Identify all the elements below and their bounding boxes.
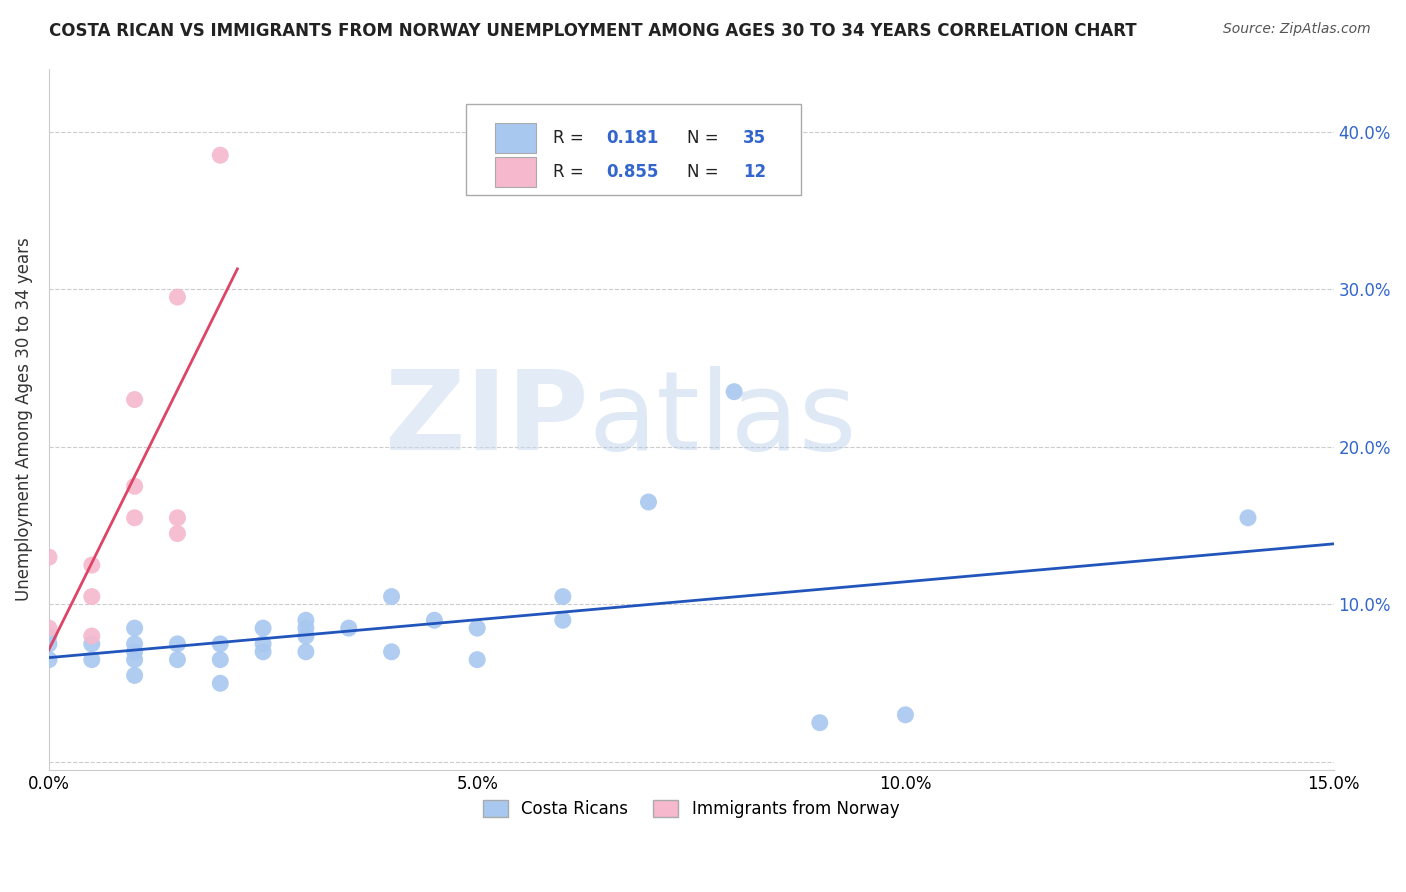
Point (295, 645, 318, 659)
Point (124, 653, 146, 667)
Text: Source: ZipAtlas.com: Source: ZipAtlas.com (1223, 22, 1371, 37)
Point (252, 637, 274, 651)
Text: 0.855: 0.855 (606, 162, 659, 181)
Point (209, 637, 232, 651)
Point (80, 637, 103, 651)
Point (166, 526, 188, 541)
Point (209, 148, 232, 162)
Text: R =: R = (553, 128, 589, 147)
Point (465, 621, 488, 635)
Legend: Costa Ricans, Immigrants from Norway: Costa Ricans, Immigrants from Norway (477, 793, 905, 825)
Point (252, 621, 274, 635)
FancyBboxPatch shape (495, 157, 536, 186)
Point (38, 621, 60, 635)
Point (465, 653, 488, 667)
Point (637, 495, 659, 509)
Point (80, 590, 103, 604)
Point (166, 653, 188, 667)
Point (80, 653, 103, 667)
Point (124, 392, 146, 407)
Point (124, 668, 146, 682)
Point (124, 637, 146, 651)
Point (423, 613, 446, 627)
Point (124, 510, 146, 524)
Point (80, 558, 103, 572)
Text: 12: 12 (742, 162, 766, 181)
FancyBboxPatch shape (467, 103, 800, 194)
Point (38, 653, 60, 667)
Point (38, 550, 60, 565)
Point (551, 613, 574, 627)
Point (252, 645, 274, 659)
Point (124, 621, 146, 635)
Text: R =: R = (553, 162, 589, 181)
Point (1237, 510, 1260, 524)
Point (723, 384, 745, 399)
Point (295, 613, 318, 627)
Text: N =: N = (688, 162, 724, 181)
Point (209, 676, 232, 690)
Text: 35: 35 (742, 128, 766, 147)
Point (551, 590, 574, 604)
Point (808, 715, 831, 730)
Point (380, 590, 402, 604)
Point (295, 629, 318, 643)
Point (166, 510, 188, 524)
Point (209, 653, 232, 667)
Point (337, 621, 360, 635)
Point (295, 621, 318, 635)
Point (894, 707, 917, 722)
Point (166, 290, 188, 304)
Text: 0.181: 0.181 (606, 128, 659, 147)
Y-axis label: Unemployment Among Ages 30 to 34 years: Unemployment Among Ages 30 to 34 years (15, 237, 32, 601)
Point (380, 645, 402, 659)
Text: atlas: atlas (589, 366, 858, 473)
FancyBboxPatch shape (495, 123, 536, 153)
Point (124, 479, 146, 493)
Point (80, 629, 103, 643)
Text: N =: N = (688, 128, 724, 147)
Text: ZIP: ZIP (385, 366, 589, 473)
Point (166, 637, 188, 651)
Point (124, 645, 146, 659)
Point (38, 637, 60, 651)
Point (38, 629, 60, 643)
Text: COSTA RICAN VS IMMIGRANTS FROM NORWAY UNEMPLOYMENT AMONG AGES 30 TO 34 YEARS COR: COSTA RICAN VS IMMIGRANTS FROM NORWAY UN… (49, 22, 1137, 40)
